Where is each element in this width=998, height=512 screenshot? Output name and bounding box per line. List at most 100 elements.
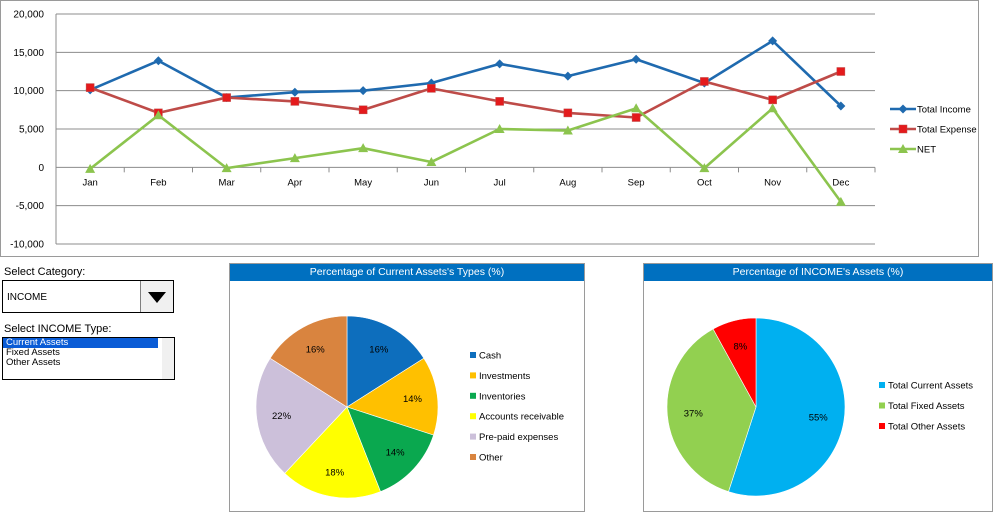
data-point-total-expense xyxy=(563,108,573,118)
pie-data-label: 16% xyxy=(306,345,326,356)
data-point-total-expense xyxy=(495,97,504,106)
x-tick-label: Jan xyxy=(82,177,97,188)
legend-label-inventories: Inventories xyxy=(479,391,526,402)
y-tick-label: -10,000 xyxy=(10,240,44,251)
pie-slice-pre-paid-expenses xyxy=(255,357,348,474)
pie-data-label: 22% xyxy=(272,411,292,422)
x-tick-label: Jun xyxy=(424,177,439,188)
x-tick-label: Jul xyxy=(494,177,506,188)
legend-swatch-total-fixed-assets xyxy=(879,402,885,409)
current-assets-pie-title: Percentage of Current Assets's Types (%) xyxy=(230,264,584,281)
income-assets-pie-title: Percentage of INCOME's Assets (%) xyxy=(644,264,992,281)
pie-slice-total-other-assets xyxy=(712,317,757,408)
dropdown-button[interactable] xyxy=(140,281,173,312)
data-point-net xyxy=(631,103,642,113)
pie-data-label: 16% xyxy=(369,345,389,356)
y-tick-label: -5,000 xyxy=(16,201,45,212)
x-tick-label: Apr xyxy=(287,177,302,188)
data-point-net xyxy=(85,163,96,173)
list-option-fixed-assets[interactable]: Fixed Assets xyxy=(6,347,60,358)
data-point-total-income xyxy=(768,36,778,46)
list-option-other-assets[interactable]: Other Assets xyxy=(6,357,61,368)
series-line-total-income xyxy=(89,39,842,107)
data-point-total-income xyxy=(290,87,300,97)
select-category-label: Select Category: xyxy=(4,266,86,278)
list-option-current-assets[interactable]: Current Assets xyxy=(3,338,158,348)
data-point-total-expense xyxy=(85,83,95,92)
y-tick-label: 15,000 xyxy=(13,48,44,59)
legend-label-pre-paid-expenses: Pre-paid expenses xyxy=(479,432,558,443)
current-assets-pie-chart: 16% 14% 14% 18% 22% 16% Cash Investments Invento… xyxy=(255,315,564,499)
legend-marker-net xyxy=(898,144,908,153)
x-tick-label: Nov xyxy=(764,177,781,188)
legend-swatch-inventories xyxy=(470,392,476,399)
x-tick-label: Aug xyxy=(559,177,576,188)
legend-label-total-other-assets: Total Other Assets xyxy=(888,422,965,433)
x-tick-label: Mar xyxy=(218,177,234,188)
legend-label-other: Other xyxy=(479,453,503,464)
y-tick-label: 10,000 xyxy=(13,86,44,97)
data-point-total-expense xyxy=(427,84,436,93)
series-line-total-expense xyxy=(89,70,842,119)
legend-label-total-expense: Total Expense xyxy=(917,125,977,136)
data-point-net xyxy=(426,156,437,166)
category-dropdown[interactable]: INCOME xyxy=(2,280,174,313)
income-assets-pie-chart: 55% 37% 8% Total Current Assets Total Fixed … xyxy=(666,317,973,497)
legend-label-net: NET xyxy=(917,145,936,156)
x-tick-label: Oct xyxy=(697,177,712,188)
legend-swatch-cash xyxy=(470,352,476,358)
legend-swatch-accounts-receivable xyxy=(470,413,476,420)
data-point-total-expense xyxy=(222,93,231,102)
type-listbox[interactable]: Current Assets Fixed Assets Other Assets xyxy=(2,337,175,380)
legend-swatch-total-other-assets xyxy=(879,423,885,429)
data-point-total-income xyxy=(631,54,641,64)
pie-data-label: 18% xyxy=(325,467,345,478)
pie-data-label: 14% xyxy=(403,394,423,405)
data-point-total-income xyxy=(563,71,573,81)
data-point-net xyxy=(221,163,232,173)
data-point-total-expense xyxy=(700,77,709,86)
data-point-net xyxy=(767,103,778,113)
data-point-total-income xyxy=(836,101,846,111)
x-tick-label: Feb xyxy=(150,177,166,188)
pie-data-label: 8% xyxy=(733,341,747,352)
x-tick-label: May xyxy=(354,177,372,188)
pie-data-label: 37% xyxy=(684,408,704,419)
y-tick-label: 20,000 xyxy=(13,10,44,21)
legend-swatch-pre-paid-expenses xyxy=(470,433,476,440)
data-point-total-income xyxy=(358,86,368,96)
data-point-net xyxy=(835,196,846,206)
pie-slice-other xyxy=(269,315,348,408)
monthly-line-chart: 20,000 15,000 10,000 5,000 0 -5,000 -10,000 Jan… xyxy=(0,0,979,257)
category-dropdown-value: INCOME xyxy=(7,292,47,303)
pie-slice-cash xyxy=(346,315,425,408)
legend-label-investments: Investments xyxy=(479,371,530,382)
pie-slice-accounts-receivable xyxy=(284,406,381,499)
data-point-total-expense xyxy=(290,97,300,106)
data-point-total-expense xyxy=(768,95,777,105)
legend-label-accounts-receivable: Accounts receivable xyxy=(479,412,564,423)
pie-slice-total-current-assets xyxy=(728,317,846,497)
legend-label-cash: Cash xyxy=(479,351,501,362)
data-point-net xyxy=(494,124,505,133)
data-point-total-expense xyxy=(358,105,368,115)
select-type-label: Select INCOME Type: xyxy=(4,323,112,335)
data-point-total-expense xyxy=(836,67,846,76)
data-point-total-income xyxy=(153,56,163,66)
data-point-total-expense xyxy=(631,113,641,122)
x-tick-label: Sep xyxy=(628,177,645,188)
y-tick-label: 0 xyxy=(38,163,44,174)
legend-label-total-income: Total Income xyxy=(917,105,971,116)
legend-swatch-other xyxy=(470,454,476,460)
legend-swatch-investments xyxy=(470,372,476,379)
listbox-scrollbar[interactable] xyxy=(162,338,174,379)
data-point-net xyxy=(562,125,573,135)
pie-slice-total-fixed-assets xyxy=(666,328,757,493)
legend-swatch-total-current-assets xyxy=(879,382,885,388)
pie-slice-inventories xyxy=(346,406,434,492)
legend-label-total-current-assets: Total Current Assets xyxy=(888,381,973,392)
data-point-net xyxy=(358,143,369,153)
series-line-net xyxy=(89,107,842,203)
x-tick-label: Dec xyxy=(832,177,849,188)
pie-data-label: 55% xyxy=(809,412,829,423)
